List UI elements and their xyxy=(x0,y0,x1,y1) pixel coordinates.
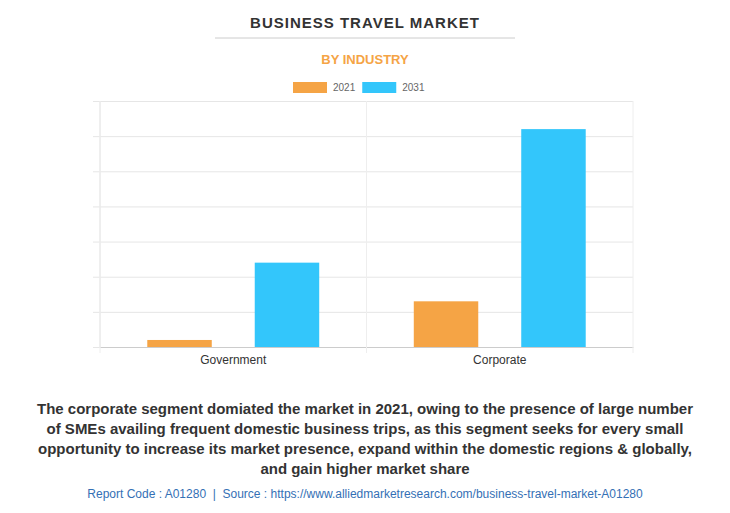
source: Report Code : A01280 | Source : https://… xyxy=(87,487,643,501)
y-tick xyxy=(93,101,633,102)
x-tick: Government xyxy=(200,347,267,367)
x-tick-label: Corporate xyxy=(473,353,527,367)
bar xyxy=(521,129,585,347)
legend-label: 2031 xyxy=(402,82,425,93)
separators xyxy=(100,101,633,353)
x-tick: Corporate xyxy=(473,347,527,367)
annotation: and gain higher market share xyxy=(260,460,469,477)
chart: BUSINESS TRAVEL MARKET BY INDUSTRY Governm… xyxy=(0,0,730,513)
x-tick-label: Government xyxy=(200,353,267,367)
bars xyxy=(147,129,585,347)
bar xyxy=(255,263,319,347)
y-axis xyxy=(93,101,633,348)
title-rule xyxy=(215,38,515,39)
legend: 2021 2031 xyxy=(293,82,425,93)
grid-line xyxy=(93,101,633,102)
legend-swatch xyxy=(293,82,327,93)
subtitle: BY INDUSTRY xyxy=(321,52,409,67)
y-tick xyxy=(93,347,633,348)
legend-item: 2021 xyxy=(293,82,356,93)
bar xyxy=(147,340,211,347)
category-separator xyxy=(366,101,367,353)
legend-swatch xyxy=(362,82,396,93)
category-separator xyxy=(633,101,634,353)
grid-line xyxy=(93,347,633,348)
annotation: opportunity to increase its market prese… xyxy=(38,440,692,457)
bar xyxy=(414,301,478,347)
annotation: The corporate segment domiated the marke… xyxy=(37,400,693,417)
legend-item: 2031 xyxy=(362,82,425,93)
annotation: of SMEs availing frequent domestic busin… xyxy=(47,420,684,437)
legend-label: 2021 xyxy=(333,82,356,93)
category-separator xyxy=(100,101,101,353)
title: BUSINESS TRAVEL MARKET xyxy=(250,14,480,31)
